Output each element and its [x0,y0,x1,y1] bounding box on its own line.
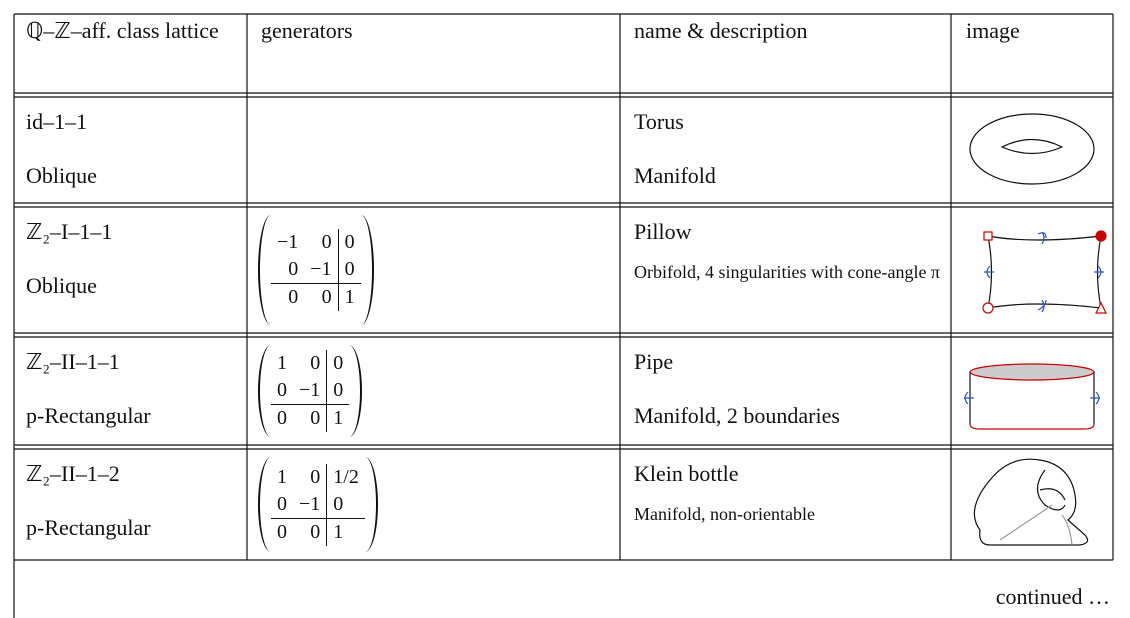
description: Manifold [634,163,716,188]
matrix-entry: 1/2 [326,463,365,491]
matrix: −1 0 0 0 −1 0 0 0 1 [258,215,374,325]
row-name: Klein bottle [634,461,739,486]
description: Orbifold, 4 singularities with cone-angl… [634,262,941,282]
class-name: id–1–1 [26,109,88,134]
matrix-entry: −1 [277,231,299,253]
paren [258,457,271,552]
paren [258,345,271,437]
matrix-entry: −1 [299,379,321,401]
matrix-grid: 1 0 0 0 −1 0 0 0 1 [271,345,350,437]
matrix-entry: 1 [337,283,361,311]
matrix-entry: 0 [310,465,321,488]
matrix-grid: 1 0 1/2 0 −1 0 0 0 1 [271,457,365,552]
description: Manifold, 2 boundaries [634,403,840,428]
matrix-entry: 0 [321,231,332,253]
matrix-entry: 1 [326,404,350,432]
row-name: Torus [634,109,684,134]
lattice: p-Rectangular [26,515,151,540]
pipe-image [964,363,1100,430]
matrix-entry: 0 [277,492,287,515]
matrix-entry: 0 [271,283,305,311]
matrix-entry: 0 [271,404,293,432]
matrix-entry: 0 [271,517,293,546]
lattice: Oblique [26,163,97,188]
matrix-entry: 1 [277,352,287,374]
lattice: p-Rectangular [26,403,151,428]
header-cell: image [966,18,1020,43]
class-name: ℤ₂–II–1–1 [26,349,120,374]
matrix-entry: 0 [277,379,287,401]
lattice: Oblique [26,273,97,298]
row-name: Pillow [634,219,692,244]
matrix-entry: 0 [304,283,338,311]
paren [258,215,271,325]
row-name: Pipe [634,349,674,374]
matrix-entry: −1 [299,492,321,515]
matrix-entry: 0 [337,256,361,283]
matrix-entry: 0 [326,490,365,518]
paren [365,457,378,552]
class-name: ℤ₂–I–1–1 [26,219,113,244]
header-cell: generators [261,18,353,43]
matrix-entry: 0 [293,517,327,546]
matrix-entry: 1 [277,465,287,488]
paren [349,345,363,437]
matrix-entry: 0 [310,352,321,374]
torus-image [969,113,1095,185]
matrix-entry: 0 [326,377,349,404]
paren [361,215,374,325]
matrix-entry: 0 [293,404,327,432]
matrix: 1 0 1/2 0 −1 0 0 0 1 [258,457,378,552]
description: Manifold, non-orientable [634,504,815,524]
klein-bottle-image [973,458,1089,546]
matrix-entry: 0 [337,229,361,256]
matrix-entry: −1 [310,258,332,280]
matrix-entry: 0 [288,258,299,280]
matrix-entry: 1 [326,517,365,546]
footer-note: continued … [995,584,1110,609]
pillow-image [982,230,1107,314]
header-cell: name & description [634,18,808,43]
matrix: 1 0 0 0 −1 0 0 0 1 [258,345,363,437]
matrix-entry: 0 [326,350,349,377]
class-name: ℤ₂–II–1–2 [26,461,120,486]
matrix-grid: −1 0 0 0 −1 0 0 0 1 [271,215,361,325]
header-cell: ℚ–ℤ–aff. class lattice [26,18,219,43]
